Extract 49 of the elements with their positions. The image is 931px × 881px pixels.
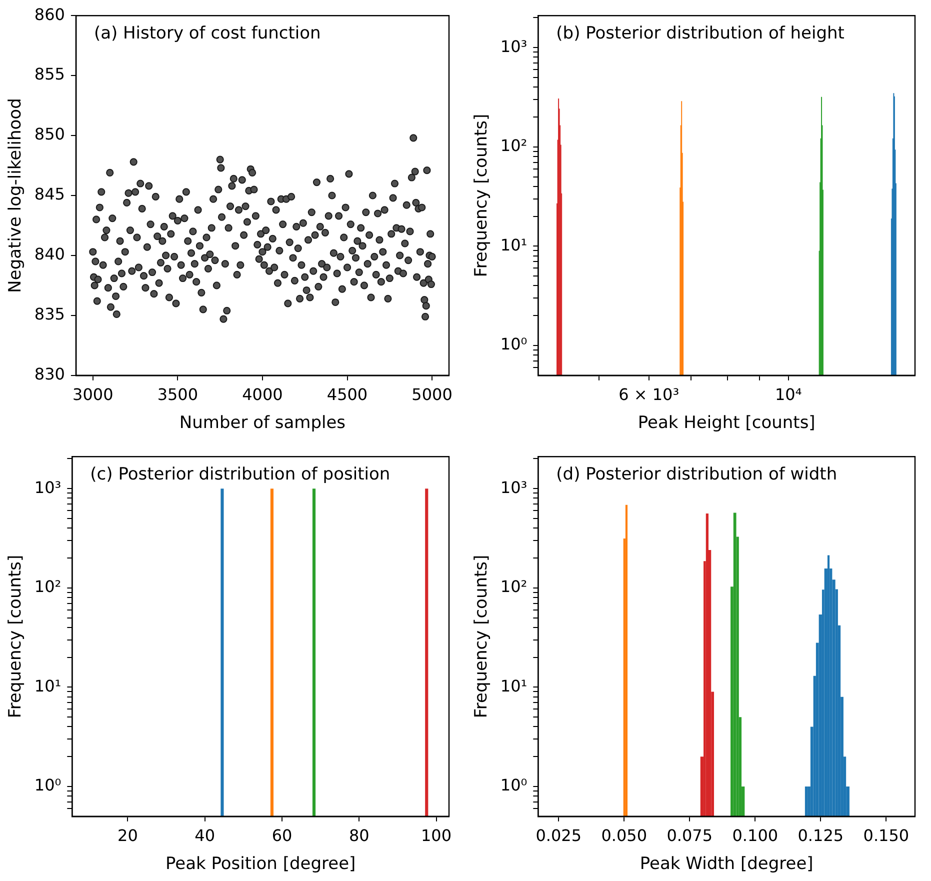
x-tick-label: 0.075	[666, 826, 713, 846]
x-tick-label: 4500	[326, 385, 368, 404]
text: (d) Posterior distribution of width	[556, 464, 838, 485]
y-tick-label: 855	[34, 64, 65, 84]
y-axis-title: Frequency [counts]	[472, 114, 492, 278]
y-tick-label: 840	[34, 244, 65, 264]
y-tick-label: 10²	[34, 577, 62, 596]
x-axis-title: Peak Height [counts]	[638, 413, 816, 434]
y-tick-label: 10³	[34, 478, 62, 497]
x-tick-label: 20	[118, 826, 138, 846]
text: (b) Posterior distribution of height	[556, 24, 845, 44]
y-tick-label: 10⁰	[500, 334, 528, 354]
x-tick-label: 60	[272, 826, 292, 846]
x-tick-label: 0.100	[732, 826, 778, 846]
y-tick-label: 850	[34, 124, 65, 144]
x-tick-label: 3000	[72, 385, 114, 404]
y-tick-label: 10¹	[34, 676, 62, 696]
x-tick-label: 40	[194, 826, 216, 846]
x-tick-label: 80	[348, 826, 370, 846]
y-tick-label: 10⁰	[500, 776, 528, 795]
x-axis-title: Peak Position [degree]	[165, 854, 356, 874]
x-tick-label: 6 × 10³	[618, 385, 680, 404]
y-axis-title: Frequency [counts]	[6, 554, 26, 718]
y-tick-label: 10³	[500, 36, 528, 56]
y-tick-label: 845	[34, 184, 65, 204]
x-tick-label: 4000	[242, 385, 283, 404]
x-tick-label: 100	[421, 826, 452, 846]
y-tick-label: 830	[34, 364, 65, 384]
x-tick-label: 10⁴	[774, 385, 802, 404]
x-tick-label: 0.050	[601, 826, 648, 846]
y-axis-title: Negative log-likelihood	[6, 98, 26, 293]
x-axis-title: Peak Width [degree]	[640, 854, 814, 874]
x-tick-label: 3500	[157, 385, 198, 404]
y-tick-label: 835	[34, 304, 65, 324]
x-tick-label: 0.150	[863, 826, 910, 846]
x-tick-label: 5000	[412, 385, 452, 404]
y-tick-label: 10⁰	[34, 776, 62, 795]
x-tick-label: 0.025	[536, 826, 582, 846]
y-tick-label: 10¹	[500, 235, 528, 254]
y-axis-title: Frequency [counts]	[472, 554, 492, 718]
y-tick-label: 10¹	[500, 676, 528, 696]
y-tick-label: 860	[34, 4, 65, 24]
y-tick-label: 10²	[500, 136, 528, 156]
y-tick-label: 10³	[500, 478, 528, 497]
x-axis-title: Number of samples	[179, 413, 346, 434]
text: (a) History of cost function	[94, 24, 321, 44]
text: (c) Posterior distribution of position	[90, 464, 390, 485]
y-tick-label: 10²	[500, 577, 528, 596]
x-tick-label: 0.125	[798, 826, 844, 846]
